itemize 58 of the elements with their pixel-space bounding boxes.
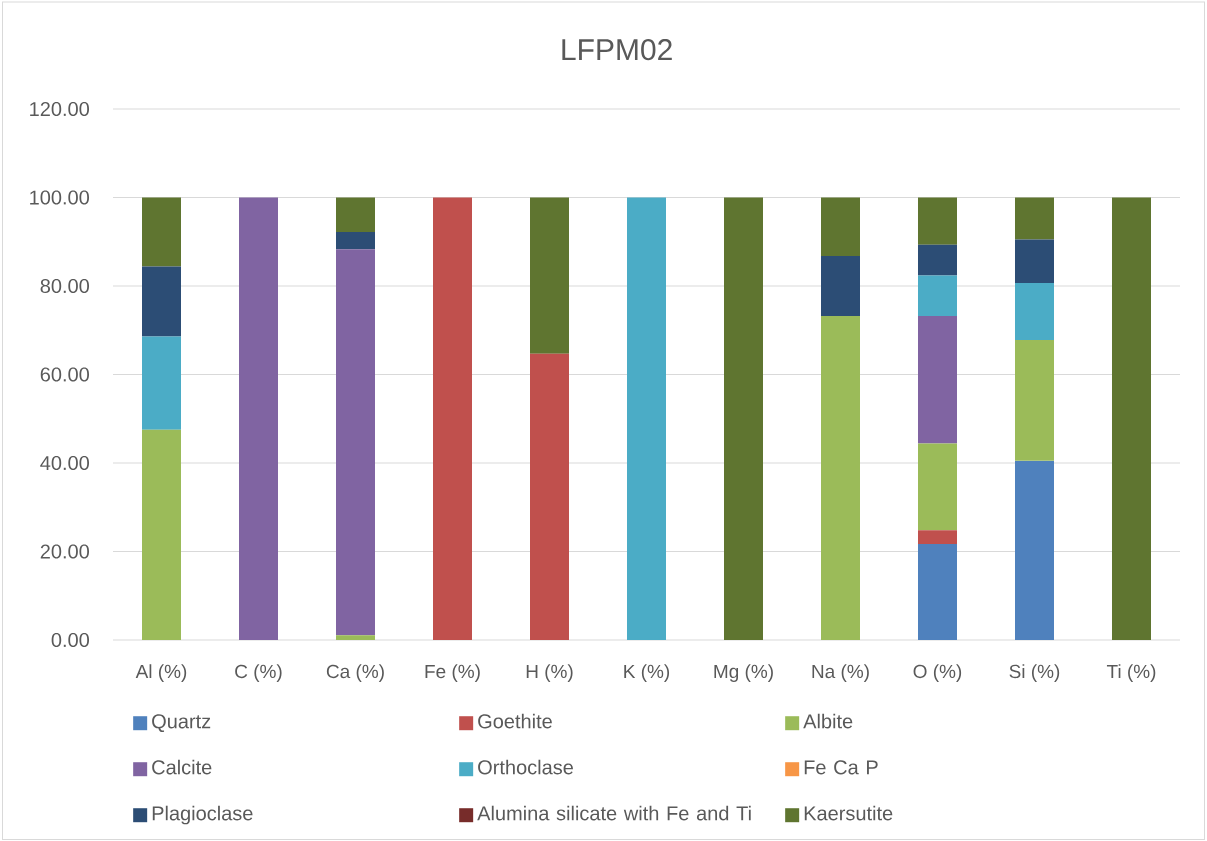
bar [1015,239,1054,283]
bar [530,353,569,640]
x-tick-label: Ti (%) [1106,664,1156,682]
legend-label: Kaersutite [804,805,893,821]
bar [918,197,957,245]
bar [724,197,763,640]
y-tick-label: 0.00 [51,632,90,648]
bar [142,429,181,640]
x-tick-label: H (%) [526,664,573,682]
bar [530,197,569,354]
bar [918,316,957,444]
bar [1015,460,1054,640]
x-tick-label: Si (%) [1009,664,1060,682]
bar [821,255,860,317]
bar [336,232,375,250]
bar [336,635,375,640]
x-tick-label: Al (%) [135,664,187,682]
legend-label: Alumina silicate with Fe and Ti [477,805,751,821]
x-tick-label: Na (%) [812,664,869,682]
x-tick-label: Fe (%) [425,664,480,682]
bar [918,275,957,317]
legend-label: Plagioclase [152,805,253,825]
y-tick-label: 120.00 [30,101,90,117]
legend-label: Orthoclase [478,759,573,775]
bar [239,197,278,640]
bar [918,530,957,544]
legend-label: Fe Ca P [804,760,878,775]
legend-label: Calcite [152,759,212,775]
bar [433,197,472,640]
bar [1015,282,1054,340]
bar [821,197,860,256]
legend-label: Quartz [152,714,211,732]
legend-label: Goethite [478,713,552,729]
bar [918,443,957,531]
x-tick-label: Mg (%) [714,664,773,682]
bar [336,249,375,636]
chart-title: LFPM02 [562,39,672,61]
bar [821,316,860,640]
bar [336,197,375,233]
y-tick-label: 80.00 [40,278,90,294]
bar [1015,339,1054,461]
y-tick-label: 20.00 [40,544,90,559]
y-tick-label: 40.00 [40,455,90,471]
bar [142,336,181,430]
bar [918,244,957,276]
x-tick-label: Ca (%) [326,664,384,682]
bar [1015,197,1054,240]
bar [918,543,957,640]
legend-label: Albite [803,713,853,729]
bar [142,197,181,267]
y-tick-label: 100.00 [30,190,90,205]
bar [142,266,181,337]
bar [627,197,666,640]
y-tick-label: 60.00 [40,367,90,382]
x-tick-label: K (%) [624,664,670,682]
x-tick-label: O (%) [913,664,962,682]
bar [1112,197,1151,640]
x-tick-label: C (%) [235,664,282,682]
